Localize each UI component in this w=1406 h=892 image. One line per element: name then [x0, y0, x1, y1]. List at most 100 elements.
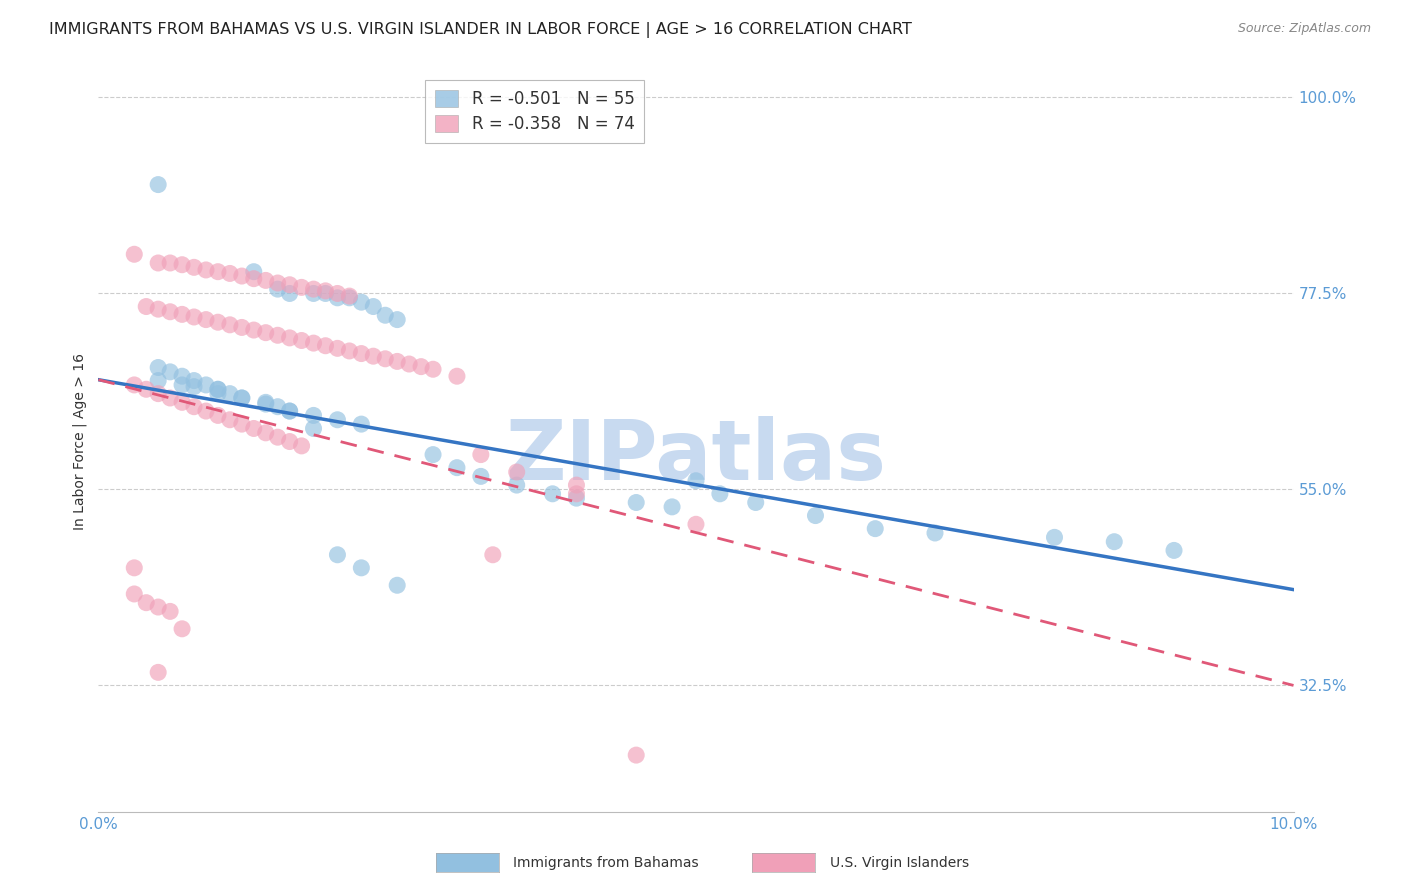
Point [207, 315, 229, 329]
Point [267, 430, 290, 444]
Point [470, 448, 492, 462]
Point [172, 258, 194, 272]
Point [195, 263, 218, 277]
Point [350, 561, 373, 575]
Point [219, 386, 242, 401]
Point [148, 665, 170, 680]
Point [482, 548, 505, 562]
Point [685, 474, 707, 488]
Point [626, 748, 648, 763]
Point [326, 548, 349, 562]
Point [231, 417, 253, 431]
Point [278, 404, 301, 418]
Point [315, 339, 337, 353]
Point [291, 280, 314, 294]
Point [315, 284, 337, 298]
Point [541, 487, 564, 501]
Point [207, 386, 229, 401]
Point [148, 256, 170, 270]
Point [363, 349, 385, 363]
Point [254, 397, 277, 411]
Point [278, 286, 301, 301]
Point [183, 379, 205, 393]
Point [661, 500, 683, 514]
Point [207, 382, 229, 396]
Point [183, 400, 205, 414]
Point [278, 277, 301, 292]
Point [422, 362, 444, 376]
Point [506, 465, 529, 479]
Point [159, 365, 181, 379]
Point [243, 271, 266, 285]
Point [302, 421, 325, 435]
Point [219, 413, 242, 427]
Point [1104, 534, 1126, 549]
Point [350, 295, 373, 310]
Legend: R = -0.501   N = 55, R = -0.358   N = 74: R = -0.501 N = 55, R = -0.358 N = 74 [425, 79, 644, 143]
Point [924, 526, 946, 541]
Text: IMMIGRANTS FROM BAHAMAS VS U.S. VIRGIN ISLANDER IN LABOR FORCE | AGE > 16 CORREL: IMMIGRANTS FROM BAHAMAS VS U.S. VIRGIN I… [49, 22, 912, 38]
Point [302, 282, 325, 296]
Point [148, 374, 170, 388]
Point [231, 391, 253, 405]
Point [172, 378, 194, 392]
Point [254, 425, 277, 440]
Point [267, 328, 290, 343]
Point [183, 260, 205, 275]
Point [172, 307, 194, 321]
Point [207, 409, 229, 423]
Point [254, 273, 277, 287]
Point [278, 434, 301, 449]
Point [231, 268, 253, 283]
Point [135, 300, 157, 314]
Point [278, 331, 301, 345]
Point [374, 308, 396, 322]
Point [326, 286, 349, 301]
Point [243, 265, 266, 279]
Point [243, 421, 266, 435]
Point [124, 587, 146, 601]
Text: Source: ZipAtlas.com: Source: ZipAtlas.com [1237, 22, 1371, 36]
Point [254, 326, 277, 340]
Point [565, 487, 588, 501]
Point [195, 404, 218, 418]
Point [243, 323, 266, 337]
Point [865, 522, 887, 536]
Point [326, 342, 349, 356]
Text: U.S. Virgin Islanders: U.S. Virgin Islanders [830, 855, 969, 870]
Point [446, 369, 468, 384]
Point [254, 395, 277, 409]
Point [709, 487, 731, 501]
Point [315, 286, 337, 301]
Point [195, 378, 218, 392]
Point [1163, 543, 1185, 558]
Point [350, 346, 373, 360]
Point [148, 600, 170, 615]
Point [159, 256, 181, 270]
Point [219, 318, 242, 332]
Point [302, 336, 325, 351]
Point [172, 622, 194, 636]
Point [398, 357, 420, 371]
Point [172, 395, 194, 409]
Point [506, 478, 529, 492]
Point [231, 320, 253, 334]
Point [339, 291, 361, 305]
Point [411, 359, 433, 374]
Point [172, 369, 194, 384]
Text: Immigrants from Bahamas: Immigrants from Bahamas [513, 855, 699, 870]
Point [135, 596, 157, 610]
Point [159, 604, 181, 618]
Point [685, 517, 707, 532]
Point [339, 343, 361, 358]
Point [124, 247, 146, 261]
Point [207, 382, 229, 396]
Point [339, 289, 361, 303]
Point [374, 351, 396, 366]
Point [804, 508, 827, 523]
Y-axis label: In Labor Force | Age > 16: In Labor Force | Age > 16 [73, 353, 87, 530]
Point [267, 276, 290, 290]
Point [267, 282, 290, 296]
Point [159, 305, 181, 319]
Point [124, 378, 146, 392]
